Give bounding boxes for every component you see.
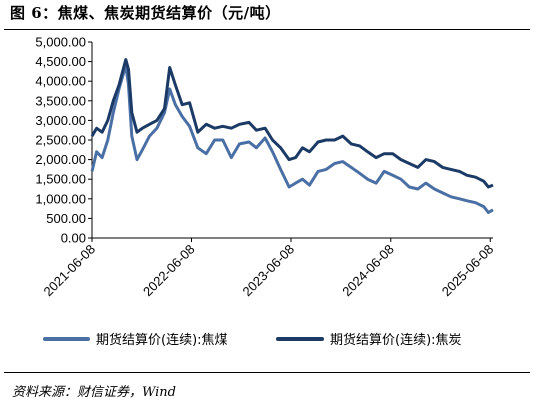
y-tick-label: 5,000.00 [35, 35, 86, 50]
y-tick-label: 0.00 [61, 231, 86, 246]
bottom-rule [4, 372, 530, 373]
figure-title: 图 6：焦煤、焦炭期货结算价（元/吨） [10, 4, 281, 22]
top-rule [4, 29, 530, 30]
x-tick-label: 2021-06-08 [40, 242, 98, 300]
legend: 期货结算价(连续):焦煤 期货结算价(连续):焦炭 [43, 332, 462, 348]
series-layer [90, 58, 494, 214]
y-tick-label: 2,500.00 [35, 133, 86, 148]
y-tick-label: 4,500.00 [35, 54, 86, 69]
y-tick-label: 1,000.00 [35, 191, 86, 206]
legend-label-2: 期货结算价(连续):焦炭 [330, 332, 462, 348]
y-tick-label: 3,000.00 [35, 113, 86, 128]
y-tick-label: 4,000.00 [35, 74, 86, 89]
legend-label-1: 期货结算价(连续):焦煤 [96, 332, 228, 348]
x-tick-label: 2025-06-08 [439, 242, 497, 300]
y-tick-label: 1,500.00 [35, 172, 86, 187]
x-axis: 2021-06-08 2022-06-08 2023-06-08 2024-06-08… [40, 238, 496, 299]
x-tick-label: 2024-06-08 [339, 242, 397, 300]
series-line-2 [90, 58, 494, 189]
y-axis: 0.00 500.00 1,000.00 1,500.00 2,000.00 2,500.… [35, 35, 92, 246]
y-tick-label: 3,500.00 [35, 93, 86, 108]
series-line-1 [90, 64, 494, 214]
y-tick-label: 500.00 [46, 211, 86, 226]
x-tick-label: 2022-06-08 [140, 242, 198, 300]
x-tick-label: 2023-06-08 [239, 242, 297, 300]
y-tick-label: 2,000.00 [35, 152, 86, 167]
source-note: 资料来源：财信证券，Wind [12, 385, 176, 400]
plot-frame [91, 42, 493, 239]
